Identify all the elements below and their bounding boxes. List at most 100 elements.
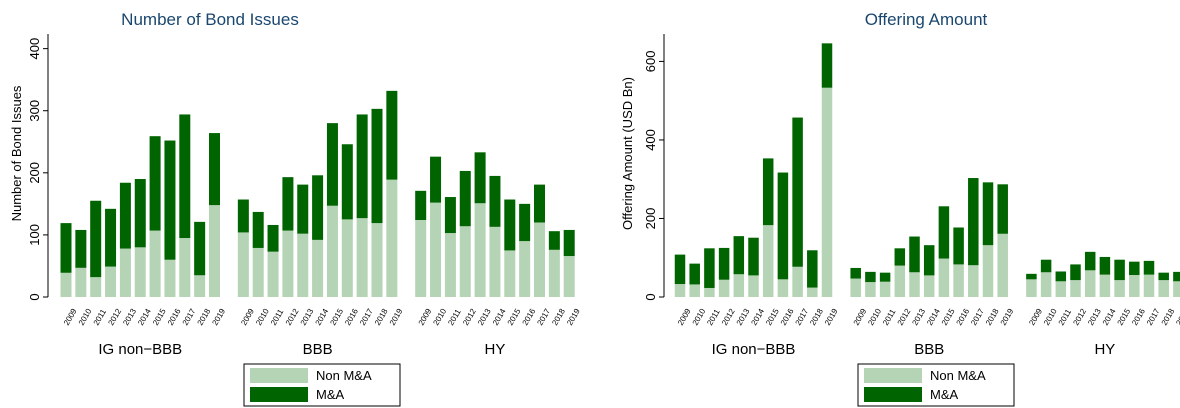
- x-tick-label: 2015: [151, 307, 168, 327]
- x-tick-label: 2009: [239, 307, 256, 327]
- bar-ma: [953, 227, 964, 265]
- bar-ma: [149, 136, 161, 231]
- bar-ma: [1158, 272, 1169, 281]
- bar-non-ma: [194, 275, 206, 297]
- group-label: HY: [1094, 341, 1115, 358]
- bar-non-ma: [850, 278, 861, 297]
- bar-non-ma: [953, 264, 964, 297]
- bar-non-ma: [474, 203, 486, 297]
- bar-ma: [341, 144, 353, 220]
- y-tick-label: 600: [643, 51, 658, 73]
- x-tick-label: 2016: [955, 307, 972, 327]
- chart-title: Number of Bond Issues: [121, 10, 299, 29]
- x-tick-label: 2012: [461, 307, 478, 327]
- bar-non-ma: [371, 223, 383, 297]
- bar-non-ma: [386, 179, 398, 297]
- bar-ma: [194, 221, 206, 276]
- x-tick-label: 2011: [446, 307, 463, 327]
- bar-ma: [894, 248, 906, 266]
- bar-ma: [312, 175, 324, 240]
- legend-label-ma: M&A: [316, 387, 345, 402]
- group-label: BBB: [914, 341, 944, 358]
- x-tick-label: 2018: [550, 307, 567, 327]
- bar-ma: [1129, 261, 1140, 276]
- bar-non-ma: [282, 230, 294, 297]
- bar-ma: [821, 43, 833, 88]
- bar-ma: [718, 247, 730, 280]
- bar-ma: [1099, 256, 1111, 275]
- bar-non-ma: [821, 87, 833, 297]
- bar-ma: [164, 140, 176, 260]
- bar-ma: [1084, 251, 1096, 271]
- x-tick-label: 2013: [299, 307, 316, 327]
- bar-non-ma: [119, 248, 131, 297]
- group-label: IG non−BBB: [712, 341, 796, 358]
- bar-non-ma: [326, 205, 338, 297]
- bar-non-ma: [134, 247, 146, 297]
- group-label: HY: [485, 341, 506, 358]
- x-tick-label: 2009: [417, 307, 434, 327]
- legend-label-ma: M&A: [930, 387, 959, 402]
- bar-ma: [60, 223, 72, 273]
- group-label: IG non−BBB: [98, 341, 182, 358]
- bar-non-ma: [90, 277, 102, 297]
- bar-ma: [792, 117, 803, 267]
- bar-non-ma: [548, 249, 560, 297]
- bar-ma: [267, 224, 279, 252]
- bar-non-ma: [1129, 275, 1140, 297]
- bar-ma: [386, 90, 398, 180]
- bar-ma: [1070, 264, 1081, 281]
- bar-non-ma: [1143, 274, 1155, 297]
- x-tick-label: 2014: [491, 307, 508, 327]
- bar-ma: [1143, 260, 1155, 275]
- bar-non-ma: [312, 239, 324, 297]
- x-tick-label: 2009: [676, 307, 693, 327]
- x-tick-label: 2012: [896, 307, 913, 327]
- x-tick-label: 2012: [284, 307, 301, 327]
- bar-ma: [1055, 271, 1067, 282]
- bar-ma: [762, 158, 774, 226]
- x-tick-label: 2009: [852, 307, 869, 327]
- legend-label-non-ma: Non M&A: [316, 368, 372, 383]
- x-tick-label: 2016: [166, 307, 183, 327]
- bar-ma: [459, 170, 471, 227]
- bar-non-ma: [534, 222, 545, 297]
- bar-ma: [1026, 273, 1037, 280]
- bar-non-ma: [968, 265, 979, 297]
- group-label: BBB: [303, 341, 333, 358]
- bar-ma: [75, 229, 87, 268]
- chart-title: Offering Amount: [865, 10, 988, 29]
- bar-non-ma: [444, 233, 456, 297]
- bar-ma: [1173, 271, 1180, 282]
- x-tick-label: 2018: [984, 307, 1001, 327]
- bar-ma: [237, 199, 249, 233]
- bar-non-ma: [504, 250, 516, 297]
- x-tick-label: 2018: [1160, 307, 1177, 327]
- bar-ma: [909, 236, 920, 273]
- x-tick-label: 2012: [1071, 307, 1088, 327]
- bar-ma: [90, 200, 102, 278]
- bar-ma: [489, 175, 501, 227]
- x-tick-label: 2011: [1057, 307, 1074, 327]
- bar-non-ma: [60, 272, 72, 297]
- x-tick-label: 2019: [999, 307, 1016, 327]
- bar-ma: [105, 208, 117, 267]
- bar-ma: [923, 245, 935, 276]
- x-tick-label: 2010: [866, 307, 883, 327]
- bar-non-ma: [415, 220, 427, 297]
- bar-ma: [179, 114, 191, 239]
- bar-non-ma: [894, 265, 906, 297]
- x-tick-label: 2017: [181, 307, 198, 327]
- x-tick-label: 2019: [1174, 307, 1180, 327]
- x-tick-label: 2011: [881, 307, 898, 327]
- x-tick-label: 2017: [358, 307, 375, 327]
- bar-ma: [689, 263, 700, 285]
- legend: Non M&A M&A: [243, 363, 401, 407]
- x-tick-label: 2017: [1145, 307, 1162, 327]
- legend-swatch-non-ma: [864, 368, 922, 383]
- legend-label-non-ma: Non M&A: [930, 368, 986, 383]
- bar-ma: [209, 133, 220, 206]
- x-tick-label: 2009: [62, 307, 79, 327]
- legend-swatch-ma: [864, 387, 922, 402]
- bar-ma: [504, 199, 516, 251]
